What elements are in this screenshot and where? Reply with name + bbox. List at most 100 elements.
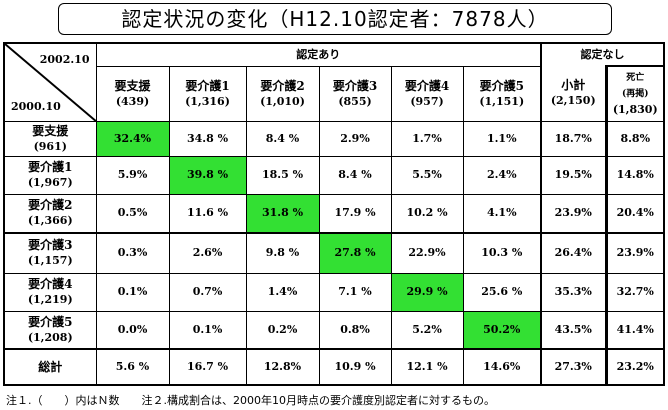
value-cell: 2.6% bbox=[168, 232, 247, 274]
value-cell: 10.3 % bbox=[462, 232, 541, 274]
table-row: 要介護5 (1,208) 0.0% 0.1% 0.2% 0.8% 5.2% 50.2% 43.5… bbox=[3, 310, 665, 350]
corner-cell: 2002.10 2000.10 bbox=[3, 42, 97, 122]
value-cell: 18.5 % bbox=[245, 155, 319, 195]
value-cell: 32.4% bbox=[95, 120, 169, 157]
column-header: 要介護3 (855) bbox=[318, 65, 392, 122]
table-row: 要介護4 (1,219) 0.1% 0.7% 1.4% 7.1 % 29.9 % 25.6 %… bbox=[3, 272, 665, 312]
row-n: (1,967) bbox=[27, 176, 73, 189]
column-header: 要介護5 (1,151) bbox=[462, 65, 542, 122]
value-cell: 0.7% bbox=[168, 272, 247, 312]
value-cell: 1.4% bbox=[245, 272, 319, 312]
value-cell: 8.4 % bbox=[245, 120, 319, 157]
value-cell: 0.1% bbox=[95, 272, 169, 312]
value-cell: 11.6 % bbox=[168, 193, 247, 234]
column-label: 要介護2 bbox=[260, 78, 305, 93]
table-row: 総計 5.6 % 16.7 % 12.8% 10.9 % 12.1 % 14.6% 27.3%… bbox=[3, 348, 665, 386]
value-cell: 0.8% bbox=[318, 310, 392, 350]
column-header: 小計 (2,150) bbox=[540, 66, 607, 122]
group-certified: 認定あり bbox=[95, 42, 542, 67]
value-cell: 25.6 % bbox=[462, 272, 541, 312]
row-header: 要介護3 (1,157) bbox=[3, 232, 97, 274]
table-row: 要介護2 (1,366) 0.5% 11.6 % 31.8 % 17.9 % 10.2 % 4… bbox=[3, 193, 665, 234]
value-cell: 8.8% bbox=[604, 120, 665, 157]
value-cell: 22.9% bbox=[390, 232, 464, 274]
row-header: 要介護4 (1,219) bbox=[3, 272, 97, 312]
corner-top: 2002.10 bbox=[39, 53, 90, 66]
column-n: (2,150) bbox=[550, 94, 596, 108]
value-cell: 0.3% bbox=[95, 232, 169, 274]
row-n: (1,366) bbox=[27, 214, 73, 228]
value-cell: 35.3% bbox=[540, 272, 607, 312]
value-cell: 1.1% bbox=[462, 120, 541, 157]
column-label: 死亡 bbox=[626, 72, 645, 83]
row-header: 要介護2 (1,366) bbox=[3, 193, 97, 234]
column-n: (957) bbox=[410, 94, 444, 108]
value-cell: 34.8 % bbox=[168, 120, 247, 157]
column-header: 要支援 (439) bbox=[95, 65, 169, 122]
value-cell: 16.7 % bbox=[168, 348, 247, 386]
value-cell: 23.2% bbox=[604, 348, 665, 386]
value-cell: 5.5% bbox=[390, 155, 464, 195]
value-cell: 41.4% bbox=[604, 310, 665, 350]
column-n: (439) bbox=[115, 94, 150, 108]
row-header: 要介護1 (1,967) bbox=[3, 155, 97, 195]
value-cell: 9.8 % bbox=[245, 232, 319, 274]
row-label: 要介護1 bbox=[28, 160, 73, 174]
column-header: 要介護1 (1,316) bbox=[168, 65, 247, 122]
value-cell: 14.6% bbox=[462, 348, 541, 386]
value-cell: 27.8 % bbox=[318, 232, 392, 274]
value-cell: 1.7% bbox=[390, 120, 464, 157]
value-cell: 39.8 % bbox=[168, 155, 247, 195]
value-cell: 12.1 % bbox=[390, 348, 464, 386]
value-cell: 23.9% bbox=[604, 232, 665, 274]
value-cell: 27.3% bbox=[540, 348, 607, 386]
value-cell: 10.2 % bbox=[390, 193, 464, 234]
row-n: (1,219) bbox=[27, 293, 73, 306]
column-n: (1,316) bbox=[185, 94, 230, 108]
row-n: (1,157) bbox=[27, 254, 73, 268]
value-cell: 5.2% bbox=[390, 310, 464, 350]
value-cell: 50.2% bbox=[462, 310, 541, 350]
column-label: 要介護4 bbox=[404, 78, 450, 93]
column-n: (855) bbox=[338, 94, 372, 108]
row-label: 要介護3 bbox=[28, 238, 73, 253]
row-label: 要介護2 bbox=[28, 198, 73, 213]
value-cell: 17.9 % bbox=[318, 193, 392, 234]
table-row: 要支援 (961) 32.4% 34.8 % 8.4 % 2.9% 1.7% 1.1% 18.7… bbox=[3, 120, 665, 157]
row-label: 要介護4 bbox=[28, 277, 73, 291]
value-cell: 4.1% bbox=[462, 193, 541, 234]
corner-bottom: 2000.10 bbox=[11, 99, 61, 113]
diagonal-line bbox=[5, 44, 97, 122]
column-header: 要介護2 (1,010) bbox=[245, 65, 319, 122]
column-label: 要介護3 bbox=[332, 78, 378, 93]
value-cell: 31.8 % bbox=[245, 193, 319, 234]
row-n: (961) bbox=[33, 139, 67, 153]
value-cell: 10.9 % bbox=[318, 348, 392, 386]
value-cell: 8.4 % bbox=[318, 155, 392, 195]
column-label: 要介護5 bbox=[479, 78, 524, 93]
row-label: 要支援 bbox=[32, 123, 69, 138]
value-cell: 43.5% bbox=[540, 310, 607, 350]
column-header: 死亡 (再掲) (1,830) bbox=[604, 65, 665, 122]
row-label: 要介護5 bbox=[28, 314, 73, 329]
value-cell: 32.7% bbox=[604, 272, 665, 312]
value-cell: 19.5% bbox=[540, 155, 607, 195]
value-cell: 26.4% bbox=[540, 232, 607, 274]
row-header: 総計 bbox=[3, 348, 97, 386]
value-cell: 14.8% bbox=[604, 155, 665, 195]
column-label: 要支援 bbox=[114, 78, 151, 93]
total-label: 総計 bbox=[38, 360, 63, 374]
value-cell: 0.0% bbox=[95, 310, 169, 350]
footnote: 注１.（ ）内はＮ数 注２.構成割合は、2000年10月時点の要介護度別認定者に… bbox=[6, 394, 495, 407]
value-cell: 20.4% bbox=[604, 193, 665, 234]
column-sub: (再掲) bbox=[621, 88, 649, 99]
value-cell: 7.1 % bbox=[318, 272, 392, 312]
table-row: 要介護3 (1,157) 0.3% 2.6% 9.8 % 27.8 % 22.9% 10.3 … bbox=[3, 232, 665, 274]
row-header: 要介護5 (1,208) bbox=[3, 310, 97, 350]
value-cell: 0.5% bbox=[95, 193, 169, 234]
value-cell: 18.7% bbox=[540, 120, 607, 157]
value-cell: 0.1% bbox=[168, 310, 247, 350]
column-n: (1,830) bbox=[612, 102, 658, 116]
value-cell: 2.4% bbox=[462, 155, 541, 195]
column-header: 要介護4 (957) bbox=[390, 65, 464, 122]
